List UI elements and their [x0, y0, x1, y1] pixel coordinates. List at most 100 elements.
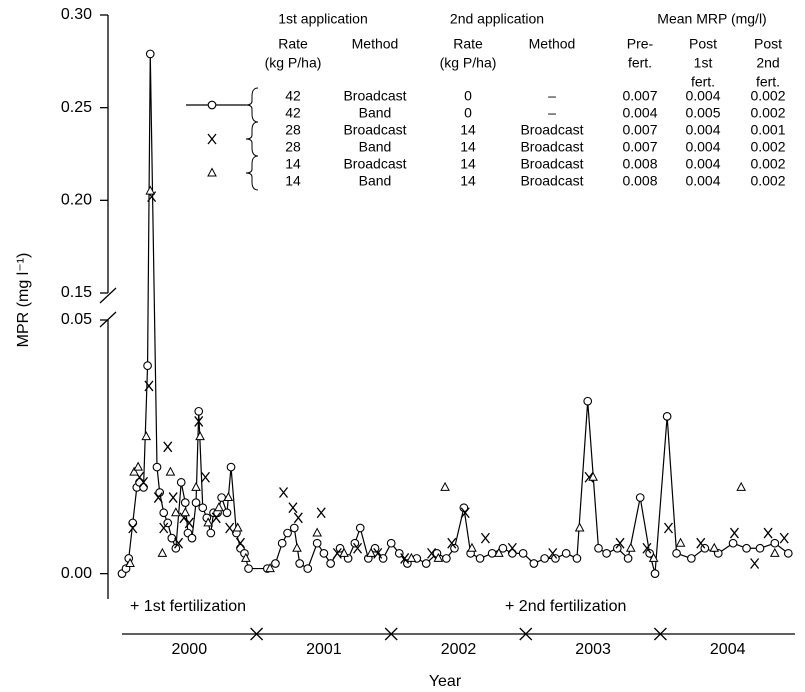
- data-point: [211, 512, 221, 524]
- data-point: [729, 527, 739, 539]
- legend-bracket: [245, 121, 259, 157]
- data-point: [779, 532, 789, 544]
- table-cell: 0.005: [685, 105, 720, 121]
- data-point: [165, 466, 176, 476]
- data-point: [277, 538, 287, 548]
- data-point: [194, 416, 204, 427]
- data-point: [662, 412, 672, 421]
- table-header: fert.: [756, 74, 780, 90]
- data-point: [152, 462, 162, 472]
- table-cell: 0.004: [685, 139, 720, 155]
- table-cell: Broadcast: [520, 156, 583, 172]
- data-point: [750, 558, 760, 569]
- legend-symbol: [207, 133, 217, 145]
- y-tick-label: 0.15: [61, 284, 92, 301]
- data-point: [742, 543, 751, 553]
- table-cell: 0.004: [685, 88, 720, 104]
- table-header: Pre-: [627, 36, 654, 52]
- table-cell: 14: [460, 173, 476, 189]
- year-divider: [384, 627, 398, 641]
- table-cell: 14: [460, 139, 476, 155]
- data-point: [171, 507, 181, 517]
- data-point: [240, 552, 251, 562]
- data-point: [312, 527, 323, 537]
- data-point: [494, 547, 504, 557]
- data-point: [736, 481, 746, 491]
- table-cell: Broadcast: [520, 139, 583, 155]
- data-point: [180, 498, 190, 507]
- table-cell: 14: [285, 173, 301, 189]
- legend-bracket: [245, 87, 259, 123]
- table-cell: 0.004: [685, 173, 720, 189]
- data-point: [642, 542, 652, 554]
- data-point: [353, 542, 363, 554]
- data-point: [561, 548, 571, 558]
- table-cell: Broadcast: [520, 173, 583, 189]
- data-point: [467, 542, 477, 552]
- table-cell: 0.002: [750, 105, 785, 121]
- data-point: [206, 528, 216, 538]
- data-point: [696, 537, 706, 549]
- table-header: 1st: [694, 55, 713, 71]
- data-point: [507, 542, 517, 554]
- data-point: [366, 547, 376, 557]
- table-group: Mean MRP (mg/l): [657, 11, 766, 27]
- legend-symbol: [207, 167, 217, 177]
- table-cell: 0.002: [750, 88, 785, 104]
- table-cell: 42: [285, 105, 301, 121]
- data-point: [265, 563, 275, 573]
- table-cell: 0.002: [750, 156, 785, 172]
- data-point: [783, 548, 793, 558]
- data-point: [440, 481, 450, 491]
- data-point: [602, 548, 611, 558]
- table-header: (kg P/ha): [265, 55, 322, 71]
- data-point: [675, 537, 686, 547]
- data-point: [450, 543, 459, 553]
- year-label: 2002: [441, 641, 477, 658]
- data-point: [139, 476, 149, 488]
- data-point: [583, 396, 593, 406]
- data-point: [460, 507, 470, 519]
- table-cell: Band: [359, 173, 392, 189]
- data-point: [289, 523, 299, 533]
- data-point: [355, 523, 365, 533]
- data-point: [141, 431, 152, 441]
- data-point: [144, 380, 154, 392]
- table-header: Method: [352, 36, 399, 52]
- table-cell: 0.008: [622, 173, 657, 189]
- table-cell: 14: [460, 156, 476, 172]
- data-point: [427, 547, 437, 559]
- data-point: [770, 538, 780, 548]
- data-point: [572, 554, 582, 563]
- data-point: [650, 569, 660, 578]
- data-point: [171, 543, 181, 553]
- data-point: [145, 185, 156, 195]
- data-point: [145, 49, 155, 59]
- annotation: + 1st fertilization: [130, 598, 246, 615]
- data-point: [728, 538, 738, 548]
- data-point: [191, 481, 201, 491]
- y-tick-label: 0.25: [61, 99, 92, 116]
- table-cell: 0.004: [685, 156, 720, 172]
- legend-symbol: [207, 100, 217, 110]
- data-point: [194, 406, 204, 416]
- data-point: [480, 532, 490, 544]
- data-point: [143, 361, 152, 371]
- data-point: [615, 537, 625, 549]
- y-tick-label: 0.30: [61, 6, 92, 23]
- legend-bracket: [245, 155, 259, 191]
- data-point: [386, 538, 396, 548]
- data-point: [223, 491, 234, 502]
- data-point: [159, 522, 169, 534]
- table-cell: Broadcast: [520, 122, 583, 138]
- table-group: 2nd application: [450, 11, 544, 27]
- table-header: Method: [529, 36, 576, 52]
- data-point: [623, 554, 633, 563]
- table-cell: 0.007: [622, 139, 657, 155]
- data-point: [222, 508, 232, 518]
- data-point: [763, 527, 773, 539]
- data-point: [529, 559, 539, 568]
- data-point: [672, 548, 681, 558]
- data-point: [292, 542, 302, 552]
- data-point: [421, 559, 431, 568]
